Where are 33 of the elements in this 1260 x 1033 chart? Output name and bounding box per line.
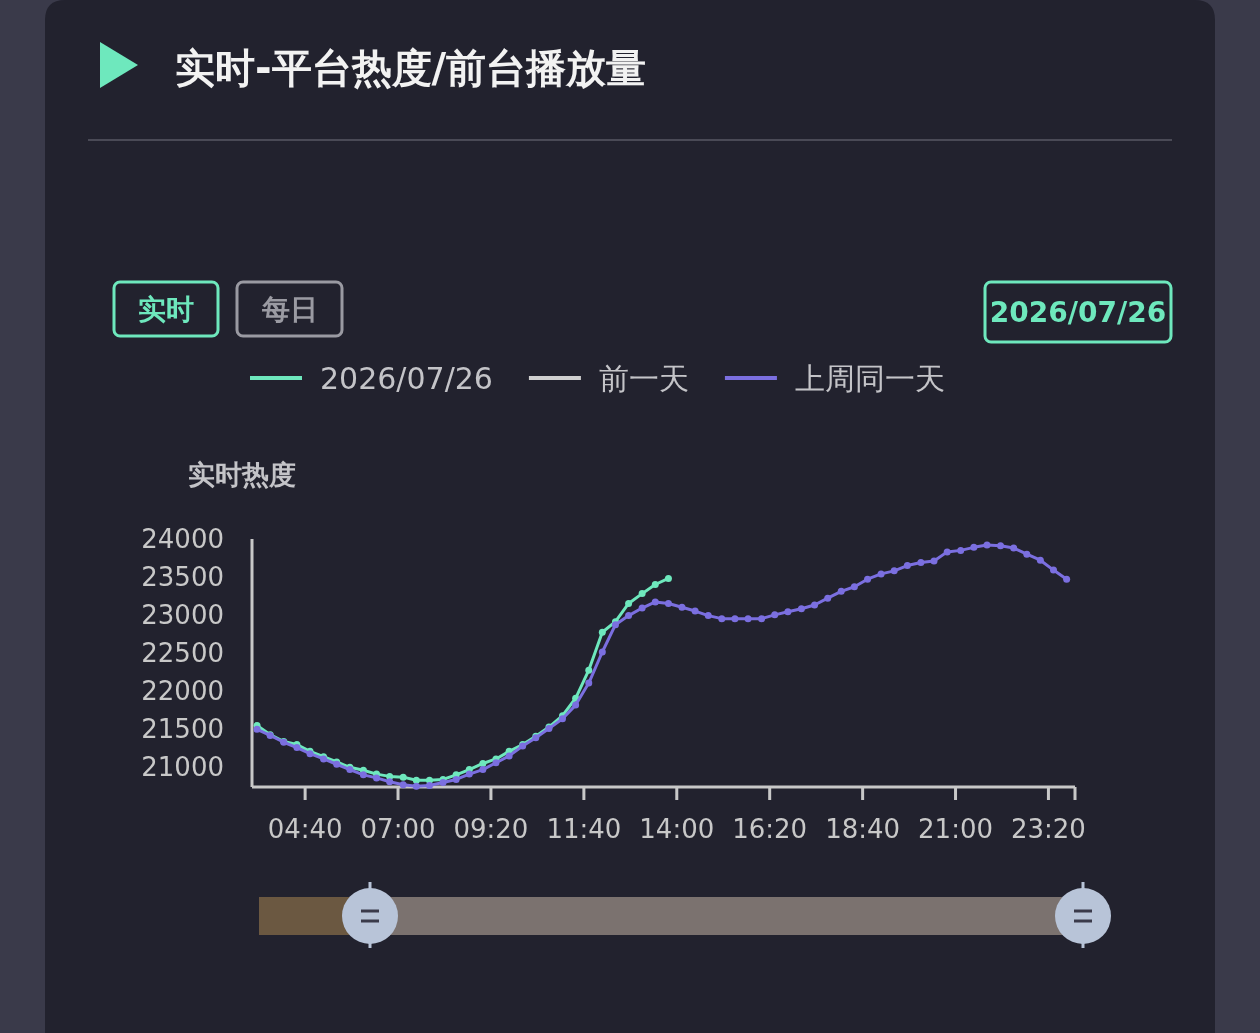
x-tick-label: 14:00: [639, 814, 715, 844]
y-tick-label: 22500: [141, 637, 224, 668]
x-tick-label: 21:00: [918, 814, 993, 844]
point: [598, 628, 606, 636]
text: 实时: [138, 292, 194, 326]
text: 2026/07/26: [989, 295, 1167, 329]
point: [399, 773, 407, 781]
legend-label: 上周同一天: [794, 360, 945, 396]
y-tick-label: 22000: [141, 675, 224, 706]
x-tick-label: 18:40: [825, 814, 901, 844]
legend-label: 2026/07/26: [320, 360, 493, 396]
y-tick-label: 24000: [141, 524, 224, 554]
x-tick-label: 04:40: [267, 814, 343, 844]
y-tick-label: 23500: [141, 561, 224, 592]
point: [664, 574, 672, 582]
y-tick-label: 23000: [141, 599, 224, 630]
x-tick-label: 23:20: [1010, 814, 1086, 844]
x-tick-label: 11:40: [546, 814, 622, 844]
point: [638, 590, 646, 598]
x-tick-label: 07:00: [360, 814, 436, 844]
y-tick-label: 21000: [141, 751, 224, 782]
point: [651, 581, 659, 589]
legend-label: 前一天: [598, 360, 689, 396]
point: [585, 666, 593, 674]
point: [625, 599, 633, 607]
point: [479, 759, 487, 767]
x-tick-label: 09:20: [453, 814, 529, 844]
y-axis-title: 实时热度: [188, 459, 296, 490]
x-tick-label: 16:20: [732, 814, 808, 844]
y-tick-label: 21500: [141, 713, 224, 744]
point: [412, 776, 420, 784]
chart-title: 实时-平台热度/前台播放量: [175, 45, 647, 91]
text: 每日: [260, 292, 318, 326]
